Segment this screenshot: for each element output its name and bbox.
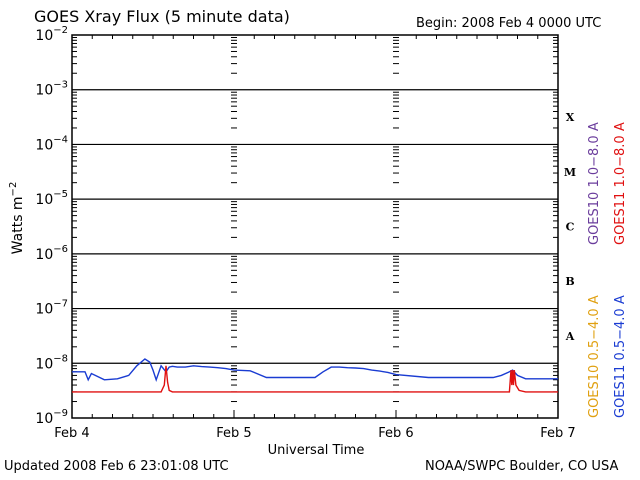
y-tick-label: 10−7: [35, 299, 68, 318]
chart-title: GOES Xray Flux (5 minute data): [34, 7, 290, 26]
plot-frame: [71, 34, 559, 419]
y-tick-label: 10−5: [35, 189, 68, 208]
flare-class-label: X: [566, 111, 575, 124]
x-tick-label: Feb 5: [216, 426, 251, 441]
flare-class-label: A: [565, 330, 575, 343]
y-tick-label: 10−9: [35, 408, 68, 427]
legend-entry: GOES11 1.0−8.0 A: [613, 122, 628, 245]
y-tick-label: 10−6: [35, 244, 68, 263]
legend-entry: GOES10 1.0−8.0 A: [587, 122, 602, 245]
x-tick-label: Feb 7: [540, 426, 575, 441]
credit-text: NOAA/SWPC Boulder, CO USA: [425, 459, 619, 474]
y-tick-label: 10−2: [35, 25, 68, 44]
series-line: [72, 358, 558, 382]
updated-time: Updated 2008 Feb 6 23:01:08 UTC: [4, 459, 229, 474]
begin-time: Begin: 2008 Feb 4 0000 UTC: [416, 16, 602, 31]
x-tick-label: Feb 6: [378, 426, 413, 441]
flare-class-label: B: [565, 275, 574, 288]
flare-class-label: M: [564, 166, 576, 179]
flare-class-label: C: [566, 221, 575, 234]
x-tick-label: Feb 4: [54, 426, 89, 441]
y-tick-label: 10−8: [35, 353, 68, 372]
x-axis-label: Universal Time: [268, 443, 365, 458]
legend-entry: GOES11 0.5−4.0 A: [613, 295, 628, 418]
y-tick-label: 10−4: [35, 134, 68, 153]
series-line: [72, 365, 558, 393]
legend-entry: GOES10 0.5−4.0 A: [587, 295, 602, 418]
y-axis-label: Watts m−2: [8, 182, 26, 255]
y-tick-label: 10−3: [35, 80, 68, 99]
